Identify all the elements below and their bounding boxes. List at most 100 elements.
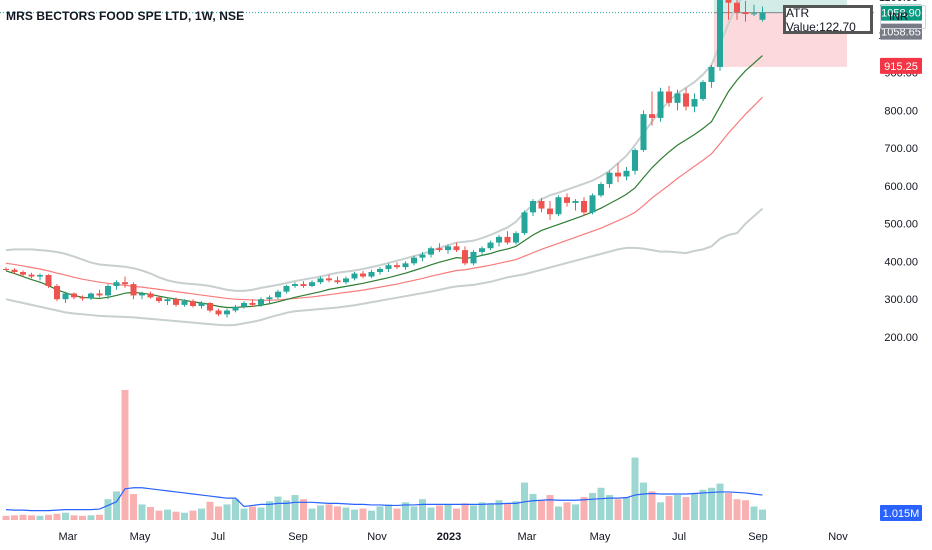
x-tick-label: Sep xyxy=(288,531,308,543)
candle-body xyxy=(691,99,698,107)
candle-body xyxy=(207,302,213,311)
candle-body xyxy=(700,82,706,100)
volume-bar xyxy=(79,515,86,520)
candle-body xyxy=(649,114,655,118)
candle-body xyxy=(28,274,35,277)
candle-body xyxy=(479,248,485,252)
volume-bar xyxy=(300,499,307,520)
candle-body xyxy=(598,184,604,196)
volume-bar xyxy=(215,506,222,520)
candle-body xyxy=(683,93,689,107)
candle-body xyxy=(666,91,672,103)
candle-body xyxy=(742,12,749,15)
volume-bar xyxy=(504,503,511,520)
candle-body xyxy=(759,12,766,20)
candle-body xyxy=(11,269,18,273)
volume-bar xyxy=(28,515,35,520)
candle-body xyxy=(428,248,434,255)
candle-body xyxy=(275,291,281,298)
candle-body xyxy=(717,0,723,67)
volume-bar xyxy=(291,495,299,520)
volume-value-label-bg xyxy=(880,505,922,521)
candle-body xyxy=(96,293,103,296)
candle-body xyxy=(20,272,26,275)
candle-body xyxy=(513,233,519,243)
volume-bar xyxy=(266,501,273,520)
volume-value-label: 1.015M xyxy=(880,505,922,521)
x-tick-label: May xyxy=(130,531,151,543)
candle-body xyxy=(300,284,307,286)
candle-body xyxy=(266,297,273,300)
volume-bar xyxy=(147,507,154,520)
volume-bar xyxy=(70,515,78,520)
candle-body xyxy=(377,268,383,273)
candle-body xyxy=(419,254,426,258)
band-lower-line xyxy=(5,207,764,327)
candle-body xyxy=(351,273,358,279)
candle-body xyxy=(530,201,536,213)
candle-body xyxy=(215,310,222,315)
volume-bar xyxy=(342,507,350,520)
volume-bar xyxy=(691,492,698,520)
x-tick-label: Sep xyxy=(748,531,768,543)
x-tick-label: Nov xyxy=(367,531,387,543)
volume-bar xyxy=(45,514,52,520)
candle-body xyxy=(411,257,417,264)
candle-body xyxy=(62,293,69,300)
candle-body xyxy=(445,246,451,251)
volume-bar xyxy=(19,514,27,520)
entry-price-label: 1058.90 xyxy=(880,4,922,21)
candle-body xyxy=(54,285,60,300)
current-price-label-bg xyxy=(880,23,922,40)
candle-body xyxy=(181,301,188,305)
volume-bar xyxy=(716,483,724,520)
volume-bar xyxy=(36,515,44,520)
volume-bar xyxy=(308,508,316,520)
volume-bar xyxy=(130,494,137,520)
volume-bar xyxy=(419,499,426,520)
candle-body xyxy=(632,150,638,171)
candle-body xyxy=(521,212,528,234)
candle-body xyxy=(241,302,247,307)
volume-bar xyxy=(2,515,10,520)
band-upper-line xyxy=(5,0,742,292)
candle-body xyxy=(88,293,94,299)
candle-body xyxy=(3,268,9,270)
candle-body xyxy=(249,302,256,305)
candle-body xyxy=(224,310,230,315)
volume-value-label-text: 1.015M xyxy=(883,508,920,520)
volume-bar xyxy=(351,509,358,520)
candle-body xyxy=(37,275,43,277)
candle-body xyxy=(623,170,630,177)
candle-body xyxy=(402,263,409,268)
candle-body xyxy=(156,297,162,302)
candle-body xyxy=(725,0,732,3)
volume-bar xyxy=(682,497,690,520)
volume-bar xyxy=(172,511,180,520)
candle-body xyxy=(122,282,128,285)
volume-bar xyxy=(648,491,656,520)
current-price-label: 1058.65 xyxy=(880,23,922,40)
candle-body xyxy=(581,201,587,213)
entry-price-label-text: 1058.90 xyxy=(881,8,921,20)
volume-bar xyxy=(385,504,392,520)
candle-body xyxy=(343,278,349,283)
volume-ma-line xyxy=(5,487,763,512)
currency-button[interactable]: INR xyxy=(880,5,926,29)
candle-body xyxy=(368,272,375,277)
candle-body xyxy=(555,197,562,215)
y-tick-label: 800.00 xyxy=(884,105,918,117)
volume-bar xyxy=(495,500,503,520)
volume-bar xyxy=(436,505,443,520)
volume-bar xyxy=(393,508,401,520)
candle-body xyxy=(453,246,460,251)
volume-bar xyxy=(742,500,749,520)
volume-bar xyxy=(444,504,452,520)
x-tick-label: 2023 xyxy=(437,531,461,543)
candle-body xyxy=(564,197,570,203)
ema-slow-line xyxy=(5,96,763,301)
candle-body xyxy=(173,299,179,305)
volume-bar xyxy=(206,501,214,520)
candle-body xyxy=(640,114,647,151)
